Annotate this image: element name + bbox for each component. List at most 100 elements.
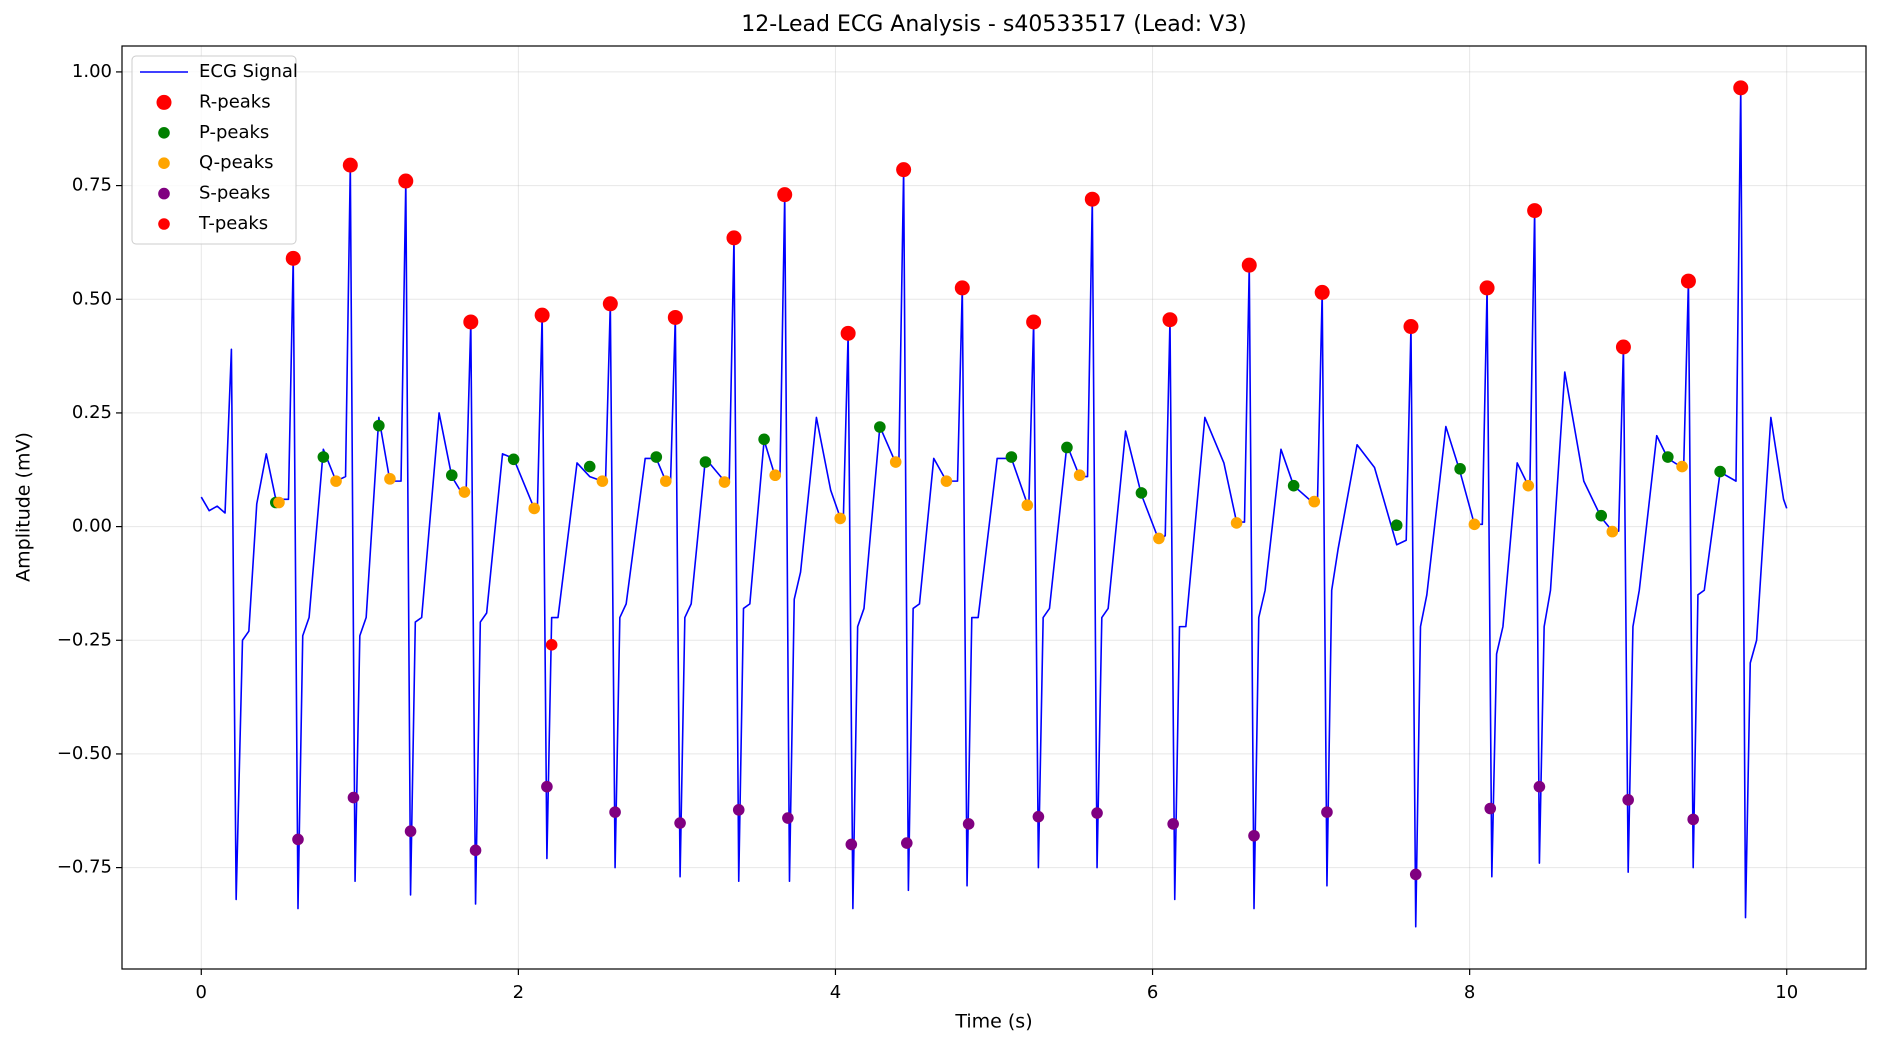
peak-marker [845,838,858,851]
axes-frame [121,45,1867,970]
peak-marker [507,453,520,466]
legend-label: P-peaks [199,122,269,143]
peak-marker [1676,460,1688,473]
peak-marker [777,187,793,203]
x-tick-label: 0 [196,982,207,1003]
legend-swatch [156,94,172,110]
y-tick-label: 0.50 [72,288,112,309]
peak-marker [1687,813,1699,826]
legend-label: T-peaks [198,213,268,234]
legend-label: S-peaks [199,183,270,204]
peak-marker [874,421,886,433]
peak-marker [458,486,471,498]
peak-marker [445,469,458,482]
peak-marker [1287,479,1300,492]
peak-marker [940,475,953,487]
peak-marker [650,451,663,463]
peak-marker [1522,479,1535,492]
peak-marker [1032,810,1045,823]
peak-marker [1454,463,1466,475]
peak-marker [1595,509,1608,522]
plot-area [200,80,1788,928]
peak-marker [404,825,417,838]
peak-marker [541,780,553,793]
peak-marker [1479,280,1495,296]
legend-swatch [158,218,170,230]
peak-marker [889,456,902,468]
peak-marker [285,250,301,266]
peak-marker [342,157,358,173]
chart-title: 12-Lead ECG Analysis - s40533517 (Lead: … [741,12,1247,37]
peak-marker [718,476,731,488]
peak-marker [596,475,609,487]
peak-marker [901,837,913,849]
peak-marker [1615,339,1631,355]
x-tick-label: 4 [830,982,841,1003]
peak-marker [1403,319,1419,335]
peak-marker [1135,487,1148,499]
y-tick-label: −0.50 [57,743,112,764]
peak-marker [726,230,742,246]
peak-marker [347,791,360,804]
legend-label: ECG Signal [199,61,298,82]
peak-marker [1680,273,1696,289]
peak-marker [528,502,541,515]
y-tick-label: −0.25 [57,629,112,650]
peak-marker [1248,829,1260,842]
y-tick-label: −0.75 [57,857,112,878]
peak-marker [398,173,414,189]
x-tick-label: 8 [1464,982,1475,1003]
peak-marker [1484,802,1497,815]
peak-marker [1606,525,1619,538]
peak-marker [292,833,304,846]
legend: ECG Signal R-peaks P-peaks Q-peaks S-peaks T-… [131,55,298,245]
legend-swatch [158,187,170,200]
peak-marker [1061,441,1073,454]
peak-marker [699,456,712,468]
peak-marker [1005,451,1018,463]
peak-marker [1321,806,1333,818]
peak-marker [1073,469,1086,482]
peak-marker [1162,312,1178,328]
peak-marker [1153,532,1165,545]
peak-marker [1308,495,1321,508]
peak-marker [1026,314,1042,330]
peak-marker [463,314,479,330]
peak-marker [609,806,621,818]
peak-marker [1084,191,1100,207]
peak-marker [1091,807,1103,819]
x-tick-label: 2 [513,982,524,1003]
peak-marker [373,419,385,432]
y-tick-label: 0.25 [72,402,112,423]
peak-marker [1733,80,1749,96]
peak-marker [782,812,794,824]
peak-marker [534,307,550,323]
peak-marker [1409,868,1422,881]
legend-swatch [158,157,170,169]
peak-marker [674,817,686,829]
peak-marker [1314,284,1330,300]
peak-marker [840,325,856,341]
peak-marker [660,475,672,487]
peak-marker [330,475,342,487]
peak-marker [1468,518,1481,531]
peak-marker [954,280,970,296]
peak-marker [1662,451,1674,463]
peak-marker [602,296,618,312]
peak-marker [583,460,596,473]
x-tick-label: 10 [1775,982,1798,1003]
peak-marker [317,451,330,463]
x-tick-label: 6 [1147,982,1158,1003]
peak-marker [384,473,396,485]
y-axis-label: Amplitude (mV) [13,432,35,582]
y-tick-label: 0.75 [72,175,112,196]
y-tick-label: 0.00 [72,516,112,537]
peak-marker [1167,818,1179,830]
y-tick-label: 1.00 [72,61,112,82]
legend-label: R-peaks [199,91,271,112]
peak-marker [1021,499,1034,512]
x-axis-label: Time (s) [954,1011,1032,1033]
peak-marker [758,433,770,446]
